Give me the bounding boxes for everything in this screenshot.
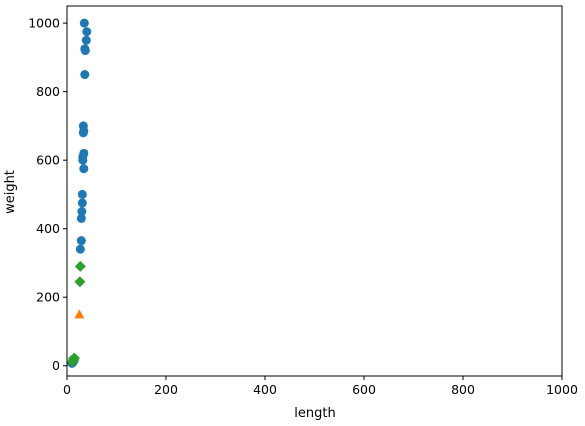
x-tick-label: 0 xyxy=(63,382,71,397)
data-point xyxy=(81,35,91,45)
data-point xyxy=(78,128,88,138)
data-point xyxy=(82,27,92,37)
data-point xyxy=(79,164,89,174)
x-tick-label: 600 xyxy=(352,382,376,397)
y-axis-label: weight xyxy=(3,170,18,214)
data-point xyxy=(76,213,86,223)
data-point xyxy=(77,198,87,208)
data-point xyxy=(77,207,87,217)
y-tick-label: 0 xyxy=(52,358,60,373)
series-2 xyxy=(66,260,86,368)
y-tick-label: 600 xyxy=(36,153,60,168)
data-point xyxy=(74,276,86,288)
data-point xyxy=(80,70,90,80)
y-tick-label: 1000 xyxy=(28,16,60,31)
y-tick-label: 400 xyxy=(36,221,60,236)
x-tick-label: 800 xyxy=(451,382,475,397)
x-tick-label: 400 xyxy=(253,382,277,397)
data-point xyxy=(74,309,85,319)
x-axis-label: length xyxy=(294,406,335,421)
data-point xyxy=(74,260,86,272)
data-point xyxy=(79,18,89,28)
y-tick-label: 800 xyxy=(36,84,60,99)
x-axis: 0 200 400 600 800 1000 xyxy=(63,376,578,397)
data-point xyxy=(76,236,86,246)
y-tick-label: 200 xyxy=(36,290,60,305)
data-point xyxy=(75,244,85,254)
data-point xyxy=(66,356,78,368)
x-tick-label: 200 xyxy=(154,382,178,397)
plot-marks xyxy=(66,18,92,368)
x-tick-label: 1000 xyxy=(546,382,578,397)
y-axis: 0 200 400 600 800 1000 xyxy=(28,16,67,373)
plot-frame xyxy=(66,5,563,377)
data-point xyxy=(78,155,88,165)
series-1 xyxy=(74,309,85,319)
data-point xyxy=(80,46,90,56)
data-point xyxy=(77,189,87,199)
